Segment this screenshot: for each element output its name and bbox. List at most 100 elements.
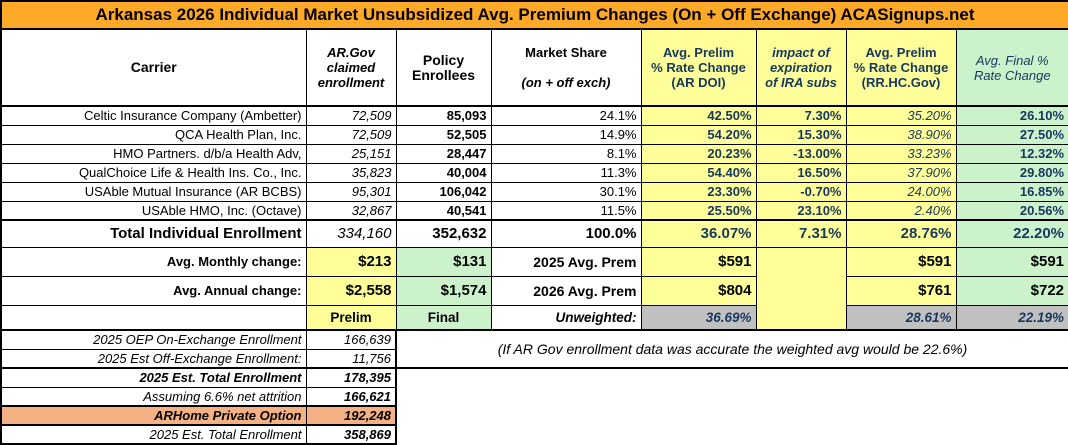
prelim-rrhcgov-cell: 37.90%: [845, 162, 957, 183]
col-header-ira-impact: impact of expiration of IRA subs: [755, 28, 847, 107]
monthly-argov-value: $213: [305, 246, 397, 277]
policy-enrollees-cell: 52,505: [395, 124, 492, 145]
final-rate-cell: 16.85%: [955, 181, 1068, 202]
market-share-subtitle: (on + off exch): [521, 75, 611, 90]
summary-label: 2025 Est Off-Exchange Enrollment:: [0, 348, 307, 369]
prelim-doi-cell: 42.50%: [640, 105, 757, 126]
market-share-cell: 14.9%: [490, 124, 642, 145]
total-argov: 334,160: [305, 219, 397, 248]
avg-prem-2025-doi: $591: [640, 246, 757, 277]
summary-value: 178,395: [305, 367, 397, 388]
ira-impact-cell: 7.30%: [755, 105, 847, 126]
summary-label: 2025 Est. Total Enrollment: [0, 424, 307, 445]
col-header-prelim-doi: Avg. Prelim % Rate Change (AR DOI): [640, 28, 757, 107]
annual-change-label: Avg. Annual change:: [0, 275, 307, 306]
col-header-carrier: Carrier: [0, 28, 307, 107]
prelim-rrhcgov-cell: 38.90%: [845, 124, 957, 145]
summary-row: ARHome Private Option 192,248: [0, 405, 1068, 426]
summary-label: 2025 OEP On-Exchange Enrollment: [0, 329, 307, 350]
summary-row: 2025 Est Off-Exchange Enrollment: 11,756: [0, 348, 1068, 369]
avg-prem-2025-rrhcgov: $591: [845, 246, 957, 277]
carrier-row: Celtic Insurance Company (Ambetter) 72,5…: [0, 105, 1068, 126]
final-rate-cell: 26.10%: [955, 105, 1068, 126]
prelim-doi-cell: 54.40%: [640, 162, 757, 183]
summary-label-arhome: ARHome Private Option: [0, 405, 307, 426]
policy-enrollees-cell: 40,541: [395, 200, 492, 221]
argov-enrollment-cell: 95,301: [305, 181, 397, 202]
summary-value: 11,756: [305, 348, 397, 369]
total-prelim-doi: 36.07%: [640, 219, 757, 248]
blank-area: [396, 368, 1068, 444]
col-header-final-rate: Avg. Final % Rate Change: [955, 28, 1068, 107]
final-rate-cell: 20.56%: [955, 200, 1068, 221]
total-label: Total Individual Enrollment: [0, 219, 307, 248]
summary-value-arhome: 192,248: [305, 405, 397, 426]
total-final-rate: 22.20%: [955, 219, 1068, 248]
total-ira-impact: 7.31%: [755, 219, 847, 248]
summary-label: Assuming 6.6% net attrition: [0, 386, 307, 407]
accuracy-note: (If AR Gov enrollment data was accurate …: [396, 330, 1068, 369]
market-share-cell: 11.5%: [490, 200, 642, 221]
prelim-tag: Prelim: [305, 304, 397, 331]
monthly-change-label: Avg. Monthly change:: [0, 246, 307, 277]
ira-impact-cell: -0.70%: [755, 181, 847, 202]
prelim-doi-cell: 23.30%: [640, 181, 757, 202]
market-share-cell: 8.1%: [490, 143, 642, 164]
avg-prem-2026-final: $722: [955, 275, 1068, 306]
annual-enrollees-value: $1,574: [395, 275, 492, 306]
avg-prem-2026-label: 2026 Avg. Prem: [490, 275, 642, 306]
final-tag: Final: [395, 304, 492, 331]
monthly-change-row: Avg. Monthly change: $213 $131 2025 Avg.…: [0, 246, 1068, 331]
carrier-row: USAble Mutual Insurance (AR BCBS) 95,301…: [0, 181, 1068, 202]
prelim-doi-cell: 25.50%: [640, 200, 757, 221]
argov-enrollment-cell: 25,151: [305, 143, 397, 164]
avg-prem-2025-label: 2025 Avg. Prem: [490, 246, 642, 277]
carrier-row: HMO Partners. d/b/a Health Adv, 25,151 2…: [0, 143, 1068, 164]
unweighted-final: 22.19%: [955, 304, 1068, 331]
carrier-row: USAble HMO, Inc. (Octave) 32,867 40,541 …: [0, 200, 1068, 221]
summary-row: 2025 Est. Total Enrollment 178,395: [0, 367, 1068, 444]
summary-value: 358,869: [305, 424, 397, 445]
prelim-rrhcgov-cell: 2.40%: [845, 200, 957, 221]
avg-prem-2026-rrhcgov: $761: [845, 275, 957, 306]
ira-impact-merged-cell: [755, 246, 847, 331]
total-prelim-rrhcgov: 28.76%: [845, 219, 957, 248]
avg-prem-2025-final: $591: [955, 246, 1068, 277]
prelim-rrhcgov-cell: 33.23%: [845, 143, 957, 164]
final-rate-cell: 12.32%: [955, 143, 1068, 164]
unweighted-label: Unweighted:: [490, 304, 642, 331]
pf-empty-cell: [0, 304, 307, 331]
argov-enrollment-cell: 35,823: [305, 162, 397, 183]
final-rate-cell: 29.80%: [955, 162, 1068, 183]
policy-enrollees-cell: 40,004: [395, 162, 492, 183]
policy-enrollees-cell: 106,042: [395, 181, 492, 202]
carrier-name-cell: HMO Partners. d/b/a Health Adv,: [0, 143, 307, 164]
summary-label: 2025 Est. Total Enrollment: [0, 367, 307, 388]
prelim-doi-cell: 20.23%: [640, 143, 757, 164]
prelim-doi-cell: 54.20%: [640, 124, 757, 145]
ira-impact-cell: 23.10%: [755, 200, 847, 221]
total-enrollees: 352,632: [395, 219, 492, 248]
col-header-prelim-rrhcgov: Avg. Prelim % Rate Change (RR.HC.Gov): [845, 28, 957, 107]
market-share-cell: 11.3%: [490, 162, 642, 183]
avg-prem-2026-doi: $804: [640, 275, 757, 306]
summary-value: 166,621: [305, 386, 397, 407]
argov-enrollment-cell: 72,509: [305, 124, 397, 145]
argov-enrollment-cell: 72,509: [305, 105, 397, 126]
total-share: 100.0%: [490, 219, 642, 248]
prelim-rrhcgov-cell: 35.20%: [845, 105, 957, 126]
page-title: Arkansas 2026 Individual Market Unsubsid…: [0, 0, 1068, 30]
market-share-title: Market Share: [525, 45, 607, 60]
carrier-name-cell: Celtic Insurance Company (Ambetter): [0, 105, 307, 126]
market-share-cell: 30.1%: [490, 181, 642, 202]
ira-impact-cell: -13.00%: [755, 143, 847, 164]
summary-row: 2025 OEP On-Exchange Enrollment 166,639 …: [0, 329, 1068, 369]
ira-impact-cell: 16.50%: [755, 162, 847, 183]
col-header-market-share: Market Share (on + off exch): [490, 28, 642, 107]
carrier-name-cell: USAble Mutual Insurance (AR BCBS): [0, 181, 307, 202]
monthly-enrollees-value: $131: [395, 246, 492, 277]
carrier-name-cell: QCA Health Plan, Inc.: [0, 124, 307, 145]
prelim-rrhcgov-cell: 24.00%: [845, 181, 957, 202]
policy-enrollees-cell: 28,447: [395, 143, 492, 164]
carrier-name-cell: QualChoice Life & Health Ins. Co., Inc.: [0, 162, 307, 183]
